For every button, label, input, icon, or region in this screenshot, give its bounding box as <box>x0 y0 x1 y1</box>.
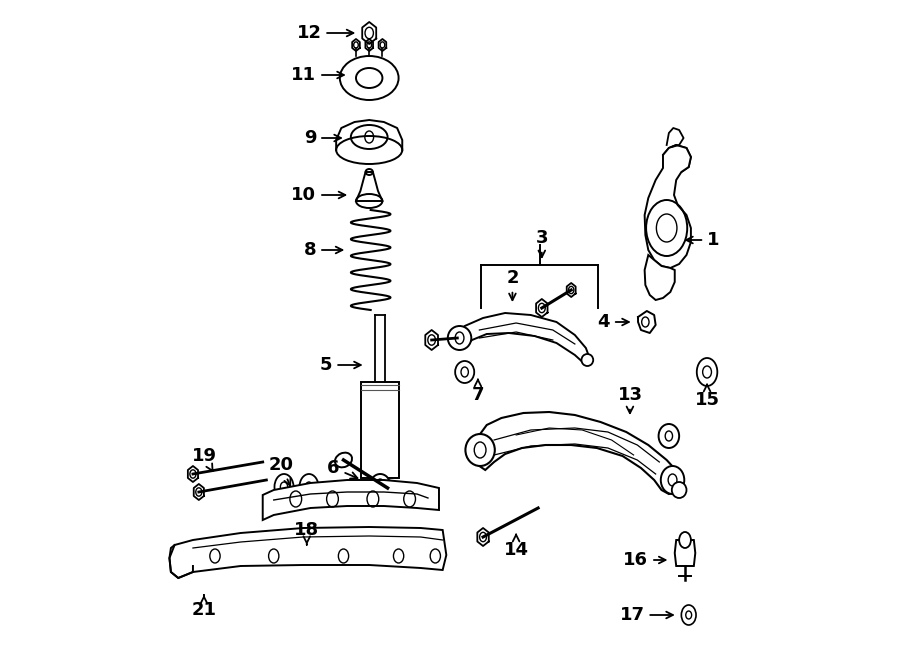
Ellipse shape <box>581 354 593 366</box>
Text: 2: 2 <box>506 269 518 300</box>
Text: 19: 19 <box>192 447 217 471</box>
Ellipse shape <box>680 532 691 548</box>
Text: 13: 13 <box>617 386 643 413</box>
Ellipse shape <box>465 434 495 466</box>
Text: 5: 5 <box>320 356 361 374</box>
Text: 6: 6 <box>328 459 357 479</box>
Text: 17: 17 <box>619 606 673 624</box>
Ellipse shape <box>671 482 687 498</box>
Ellipse shape <box>379 481 396 495</box>
Text: 14: 14 <box>504 535 528 559</box>
Ellipse shape <box>448 326 472 350</box>
Text: 11: 11 <box>292 66 344 84</box>
Text: 1: 1 <box>686 231 720 249</box>
Polygon shape <box>675 540 696 566</box>
Ellipse shape <box>371 474 390 494</box>
Text: 20: 20 <box>268 456 293 486</box>
Text: 12: 12 <box>296 24 354 42</box>
Ellipse shape <box>661 466 684 494</box>
Text: 9: 9 <box>304 129 341 147</box>
Text: 21: 21 <box>192 596 217 619</box>
Text: 18: 18 <box>294 521 320 545</box>
Polygon shape <box>457 313 590 363</box>
Polygon shape <box>263 480 439 520</box>
Text: 7: 7 <box>472 379 484 404</box>
Polygon shape <box>644 255 675 300</box>
Text: 3: 3 <box>536 229 548 257</box>
Polygon shape <box>478 412 681 494</box>
Polygon shape <box>361 381 400 478</box>
Polygon shape <box>663 145 691 172</box>
Polygon shape <box>169 527 446 578</box>
Ellipse shape <box>455 361 474 383</box>
Text: 10: 10 <box>292 186 346 204</box>
Polygon shape <box>644 145 691 268</box>
Text: 4: 4 <box>598 313 629 331</box>
Ellipse shape <box>659 424 680 448</box>
Ellipse shape <box>335 453 352 467</box>
Text: 15: 15 <box>695 385 720 409</box>
Text: 16: 16 <box>624 551 665 569</box>
Text: 8: 8 <box>303 241 342 259</box>
